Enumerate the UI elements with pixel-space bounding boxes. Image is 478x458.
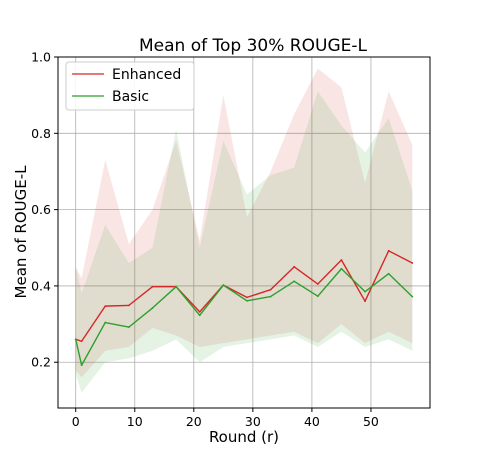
data-point-basic <box>316 295 319 298</box>
y-tick-label: 0.2 <box>31 355 51 370</box>
legend-label-enhanced: Enhanced <box>112 67 181 83</box>
data-point-basic <box>104 321 107 324</box>
plot-frame <box>57 56 431 409</box>
data-point-basic <box>269 295 272 298</box>
data-point-basic <box>151 307 154 309</box>
y-axis: 0.2 0.4 0.6 0.8 1.0 <box>31 50 58 370</box>
x-tick-label: 20 <box>186 414 202 429</box>
data-point-enhanced <box>316 283 319 285</box>
data-point-basic <box>293 280 296 283</box>
data-point-basic <box>411 295 414 298</box>
legend: Enhanced Basic <box>65 61 195 111</box>
band-enhanced <box>75 68 413 378</box>
data-point-enhanced <box>151 285 154 288</box>
data-point-basic <box>246 299 248 302</box>
data-point-enhanced <box>104 305 107 308</box>
series-line-basic <box>75 268 413 366</box>
data-point-enhanced <box>293 265 296 268</box>
y-tick-label: 0.6 <box>31 202 51 217</box>
data-point-enhanced <box>246 296 248 299</box>
data-point-basic <box>364 290 366 293</box>
data-point-enhanced <box>364 300 366 303</box>
band-basic <box>75 91 413 393</box>
data-point-basic <box>198 314 201 317</box>
x-tick-label: 40 <box>304 414 320 429</box>
y-tick-label: 1.0 <box>31 50 51 65</box>
series-lines <box>74 249 414 367</box>
data-point-enhanced <box>269 288 272 291</box>
x-tick-label: 0 <box>72 414 80 429</box>
y-axis-label: Mean of ROUGE-L <box>12 165 30 299</box>
data-point-basic <box>127 326 130 329</box>
data-point-basic <box>340 267 343 270</box>
data-point-basic <box>387 272 390 275</box>
legend-label-basic: Basic <box>112 89 149 105</box>
data-point-enhanced <box>127 304 130 307</box>
data-point-basic <box>175 285 177 288</box>
data-point-enhanced <box>340 259 343 261</box>
data-point-enhanced <box>80 340 83 343</box>
x-tick-label: 10 <box>127 414 143 429</box>
x-axis: 0 10 20 30 40 50 <box>72 408 379 429</box>
data-point-enhanced <box>411 262 414 264</box>
x-axis-label: Round (r) <box>209 428 279 446</box>
y-tick-label: 0.8 <box>31 126 51 141</box>
data-point-enhanced <box>387 249 390 252</box>
data-point-enhanced <box>198 310 201 313</box>
data-point-basic <box>74 338 77 341</box>
data-point-basic <box>80 364 83 367</box>
confidence-bands <box>75 68 413 393</box>
x-tick-label: 50 <box>363 414 379 429</box>
x-tick-label: 30 <box>245 414 261 429</box>
y-tick-label: 0.4 <box>31 278 51 293</box>
data-point-basic <box>222 284 225 287</box>
chart-title: Mean of Top 30% ROUGE-L <box>139 36 367 56</box>
